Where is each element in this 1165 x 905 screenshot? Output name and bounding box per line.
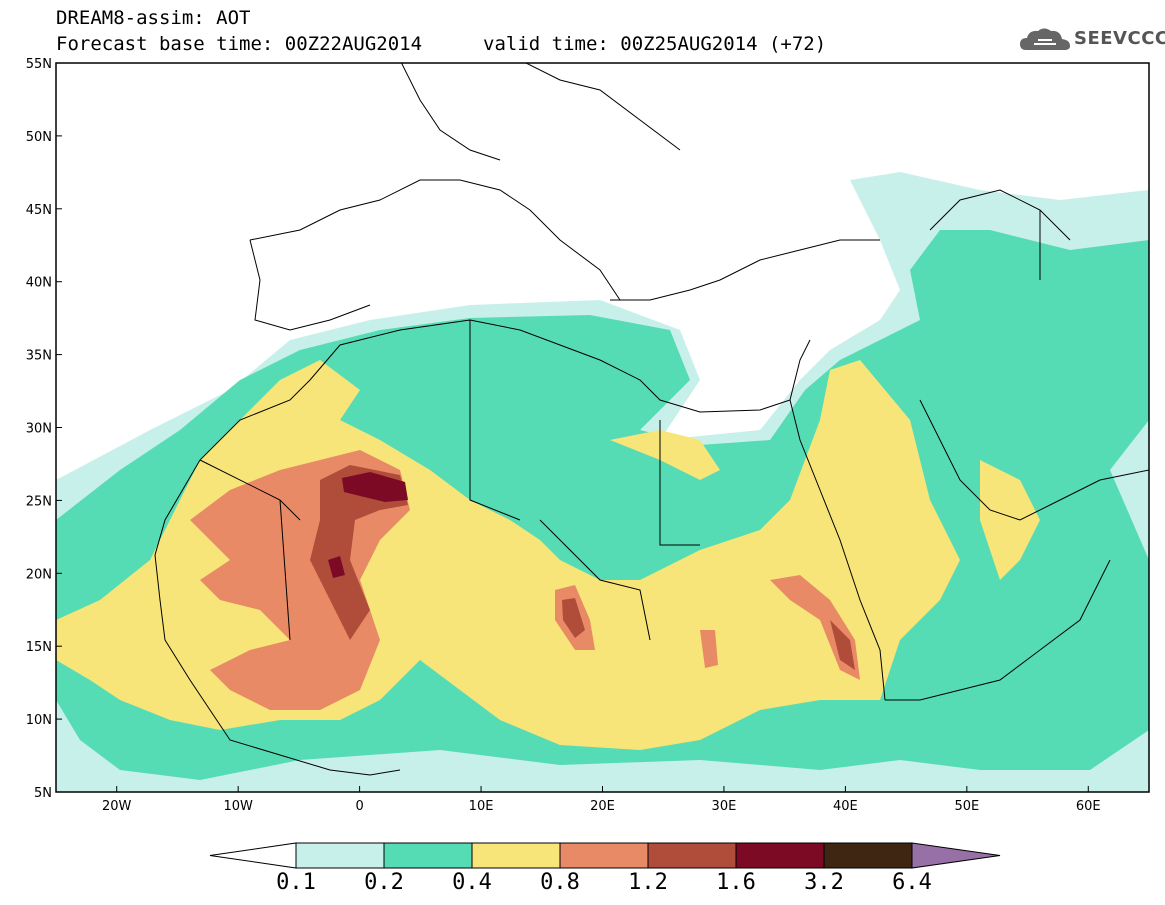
lat-tick-label: 35N: [26, 349, 52, 364]
lat-tick-label: 10N: [26, 713, 52, 728]
colorbar-segment: [823, 842, 913, 869]
colorbar-segment: [471, 842, 561, 869]
colorbar-segment: [295, 842, 385, 869]
lat-tick-label: 50N: [26, 130, 52, 145]
lon-tick-group: 20W 10W 0 10E 20E 30E 40E 50E 60E: [102, 786, 1101, 814]
base-time-label: Forecast base time: 00Z22AUG2014: [56, 33, 423, 55]
lon-tick-label: 0: [355, 799, 363, 814]
colorbar-label: 0.2: [364, 870, 404, 895]
colorbar-max-arrow: [911, 842, 1001, 869]
colorbar-min-arrow: [209, 842, 297, 869]
colorbar-segment: [383, 842, 473, 869]
aot-field: [56, 172, 1149, 792]
lon-tick-label: 40E: [833, 799, 858, 814]
colorbar-label: 1.2: [628, 870, 668, 895]
lat-tick-label: 25N: [26, 494, 52, 509]
lat-tick-label: 45N: [26, 203, 52, 218]
colorbar-label: 0.8: [540, 870, 580, 895]
lat-tick-label: 30N: [26, 422, 52, 437]
coastlines: [154, 63, 1149, 776]
lon-tick-label: 50E: [954, 799, 979, 814]
lat-tick-label: 5N: [34, 786, 52, 801]
lon-tick-label: 20W: [102, 799, 132, 814]
colorbar-label: 0.4: [452, 870, 492, 895]
cloud-icon: [1020, 28, 1070, 50]
lat-tick-label: 55N: [26, 57, 52, 72]
lon-tick-label: 10E: [469, 799, 494, 814]
colorbar: [209, 842, 1001, 869]
colorbar-segment: [735, 842, 825, 869]
colorbar-segment: [647, 842, 737, 869]
colorbar-label: 1.6: [716, 870, 756, 895]
valid-time-label: valid time: 00Z25AUG2014 (+72): [483, 33, 827, 55]
colorbar-segment: [559, 842, 649, 869]
lon-tick-label: 10W: [223, 799, 253, 814]
lon-tick-label: 30E: [712, 799, 737, 814]
lat-tick-label: 40N: [26, 276, 52, 291]
lat-tick-group: 55N 50N 45N 40N 35N 30N 25N 20N 15N 10N 5N: [26, 57, 62, 801]
lat-tick-label: 20N: [26, 567, 52, 582]
lat-tick-label: 15N: [26, 640, 52, 655]
colorbar-label: 0.1: [276, 870, 316, 895]
logo-text: SEEVCCC: [1074, 28, 1165, 49]
lon-tick-label: 20E: [590, 799, 615, 814]
lon-tick-label: 60E: [1076, 799, 1101, 814]
colorbar-label: 3.2: [804, 870, 844, 895]
colorbar-label: 6.4: [892, 870, 932, 895]
chart-title: DREAM8-assim: AOT: [56, 7, 251, 29]
